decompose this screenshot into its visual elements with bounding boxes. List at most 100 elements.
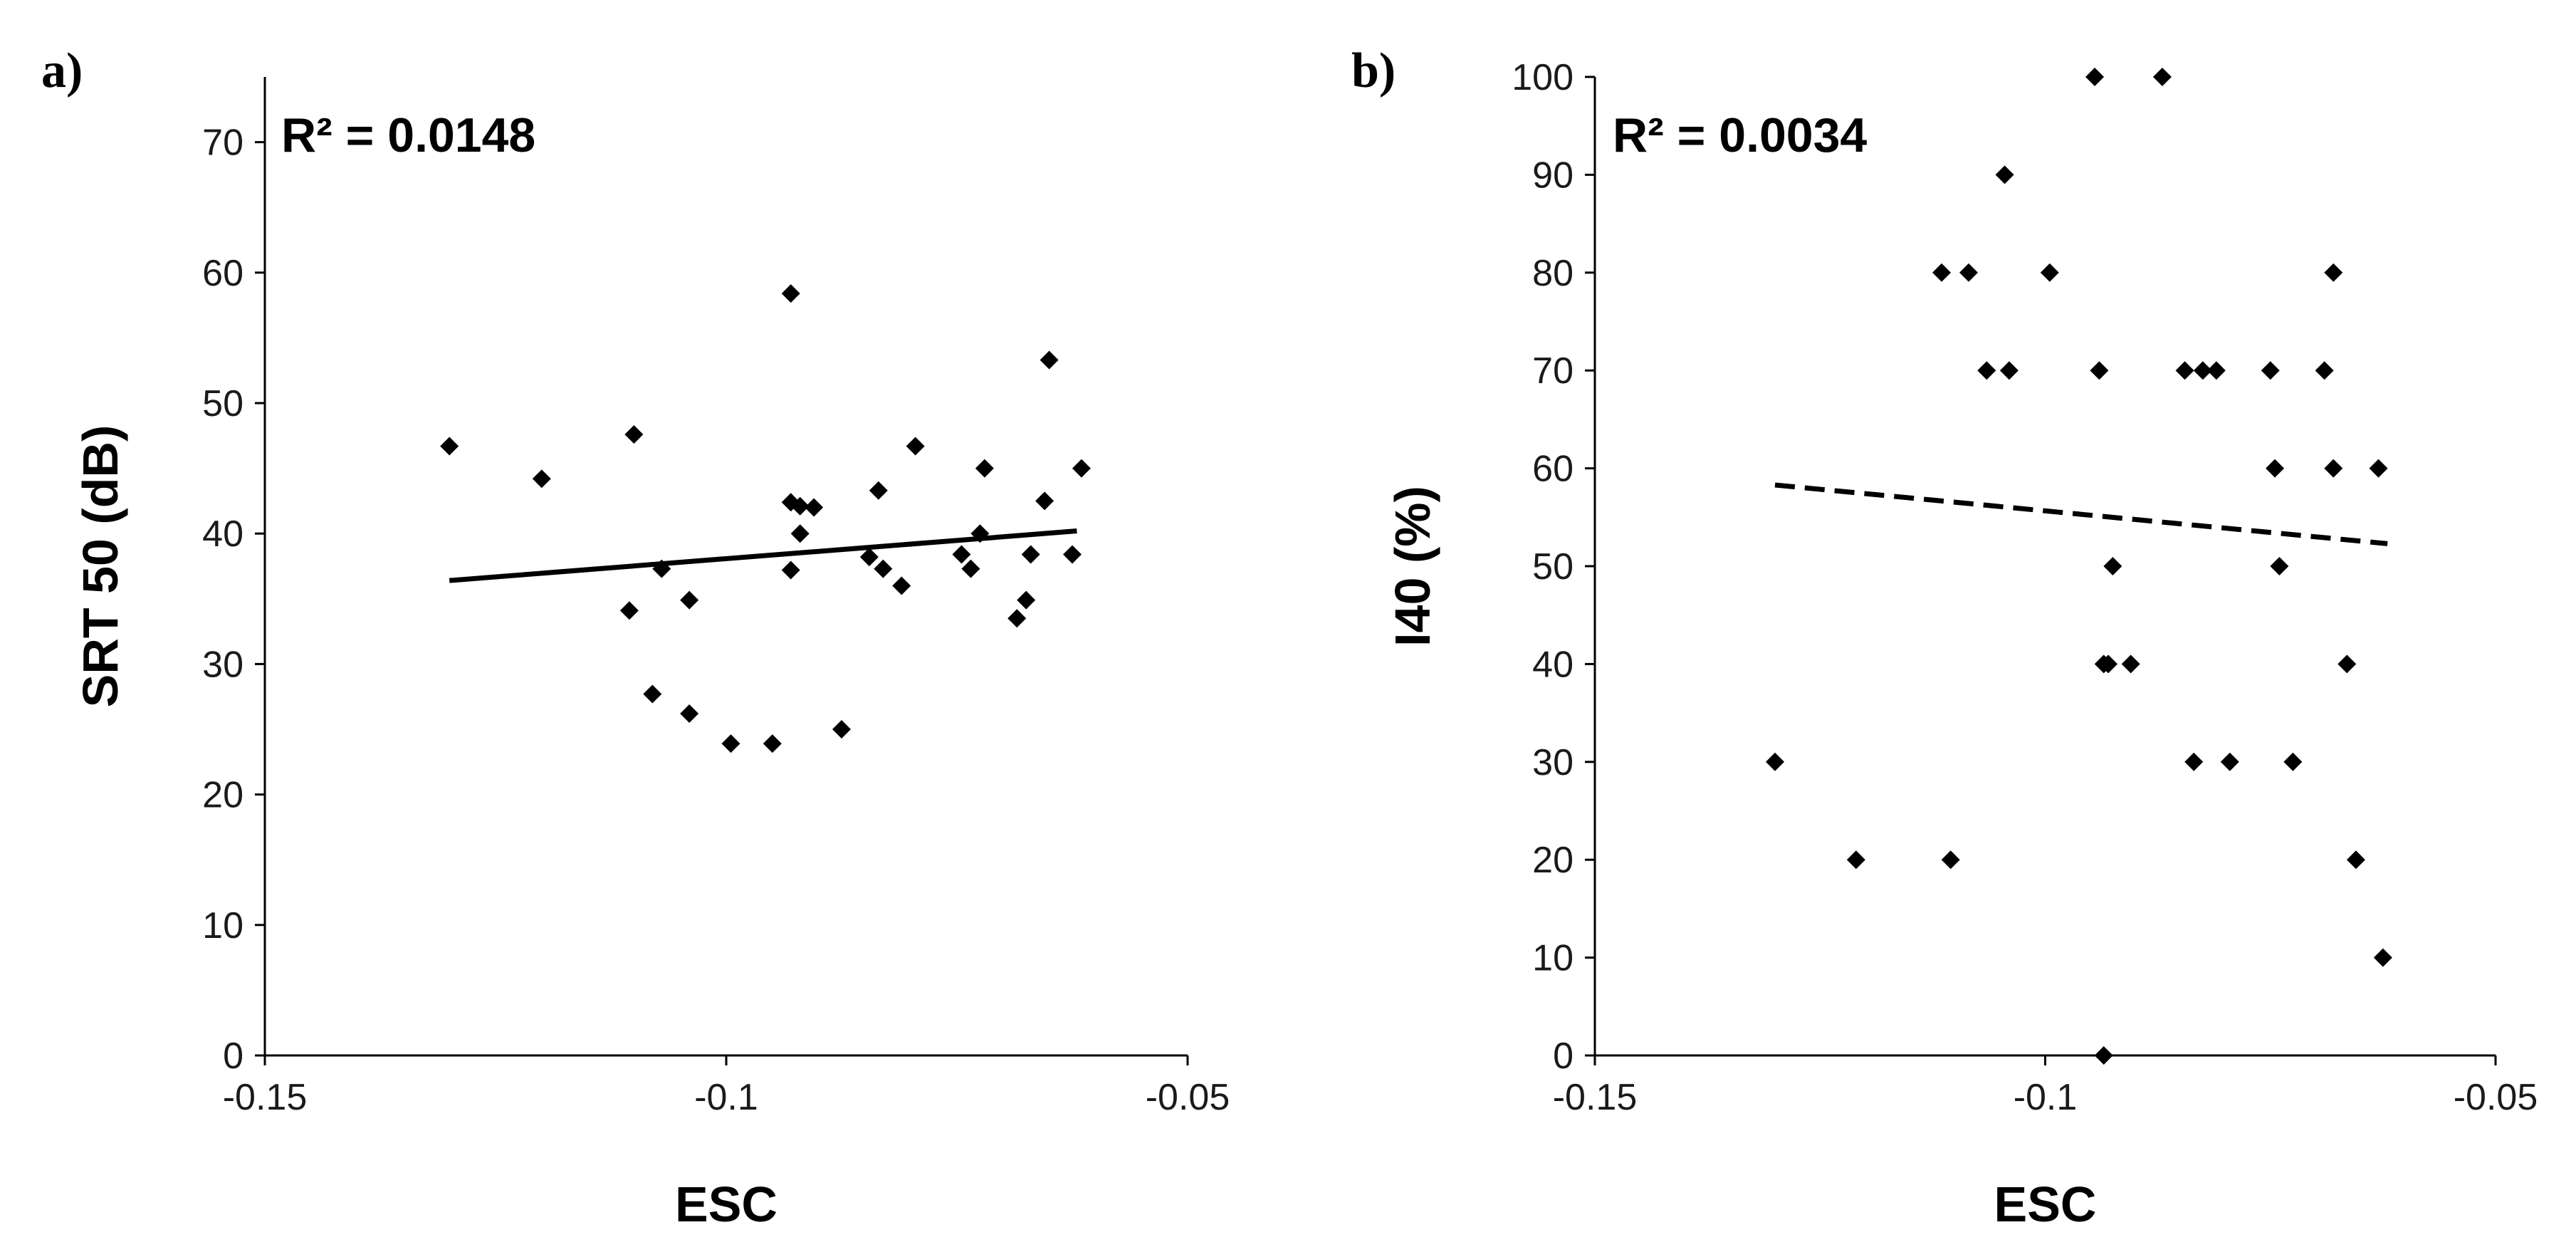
data-point — [1999, 361, 2019, 380]
x-tick-label: -0.1 — [2014, 1077, 2078, 1118]
data-point — [781, 560, 800, 580]
y-tick-label: 10 — [1532, 938, 1574, 979]
x-tick-label: -0.05 — [1146, 1077, 1230, 1118]
data-point — [2261, 361, 2280, 380]
data-point — [961, 559, 980, 578]
x-tick-label: -0.1 — [694, 1077, 758, 1118]
x-tick-label: -0.05 — [2454, 1077, 2538, 1118]
chart-panel-b: b) 0 10 20 30 40 50 60 70 80 90 100 -0.15 -0.1 -0.05 ES… — [1351, 43, 2538, 1232]
data-point — [906, 437, 925, 456]
y-tick-label: 50 — [202, 383, 244, 424]
data-point — [1072, 459, 1091, 478]
data-point — [2121, 654, 2140, 674]
y-axis-title: SRT 50 (dB) — [73, 425, 128, 708]
data-point — [2346, 850, 2365, 870]
data-point — [2283, 752, 2303, 771]
y-tick-label: 20 — [202, 775, 244, 816]
data-point — [643, 684, 662, 704]
trendline — [449, 528, 1077, 583]
trendline — [1774, 482, 2388, 546]
panel-label: a) — [41, 43, 83, 98]
data-point — [2315, 361, 2334, 380]
data-point — [2193, 361, 2212, 380]
data-point — [2337, 654, 2357, 674]
y-tick-label: 50 — [1532, 546, 1574, 588]
x-axis-title: ESC — [675, 1177, 777, 1232]
data-point — [1063, 545, 1082, 564]
data-point — [2175, 361, 2194, 380]
data-point — [2324, 459, 2343, 478]
data-point — [1932, 263, 1952, 282]
data-point — [2094, 654, 2113, 674]
data-point — [859, 548, 879, 567]
data-point — [1021, 545, 1040, 564]
y-tick-label: 60 — [202, 253, 244, 294]
data-point — [2103, 557, 2122, 575]
data-point — [1846, 850, 1865, 870]
data-point — [952, 545, 971, 564]
y-tick-label: 0 — [223, 1036, 244, 1077]
data-point — [2266, 459, 2285, 478]
y-tick-label: 90 — [1532, 155, 1574, 196]
data-point — [440, 437, 459, 456]
data-point — [2270, 557, 2289, 575]
data-point — [1959, 263, 1978, 282]
chart-panel-a: a) 0 10 20 30 40 50 60 70 -0.15 -0.1 -0.05 ESC SRT 50… — [41, 43, 1230, 1232]
x-axis-title: ESC — [1994, 1177, 2097, 1232]
data-point — [790, 524, 810, 543]
data-point — [624, 424, 644, 444]
data-point — [2085, 68, 2105, 86]
y-tick-label: 30 — [202, 644, 244, 685]
data-point — [1941, 850, 1960, 870]
data-point — [532, 469, 551, 489]
x-tick-label: -0.15 — [1553, 1077, 1638, 1118]
data-point — [790, 496, 810, 516]
data-point — [805, 498, 824, 517]
y-tick-label: 100 — [1512, 57, 1574, 98]
data-point — [2373, 948, 2392, 967]
data-point — [1040, 350, 1059, 370]
y-tick-label: 30 — [1532, 742, 1574, 783]
data-point — [2090, 361, 2109, 380]
data-point — [2094, 1046, 2113, 1065]
data-point — [680, 704, 699, 724]
data-point — [2040, 263, 2059, 282]
data-point — [975, 459, 994, 478]
y-axis-title: I40 (%) — [1385, 486, 1440, 647]
data-point — [1995, 165, 2014, 184]
y-tick-label: 70 — [202, 122, 244, 164]
data-point — [1977, 361, 1996, 380]
data-point — [1035, 491, 1054, 511]
y-tick-label: 40 — [1532, 644, 1574, 685]
data-point — [619, 601, 639, 620]
data-point — [2206, 361, 2226, 380]
data-point — [652, 559, 671, 578]
data-point — [721, 734, 740, 753]
data-point — [1017, 590, 1036, 610]
data-point — [2152, 68, 2172, 86]
data-point — [763, 734, 782, 753]
data-point — [2369, 459, 2388, 478]
data-point — [2324, 263, 2343, 282]
y-tick-label: 0 — [1553, 1036, 1574, 1077]
data-point — [781, 284, 800, 303]
data-point — [869, 481, 888, 500]
data-point — [970, 524, 990, 543]
y-tick-label: 10 — [202, 905, 244, 946]
data-point — [874, 559, 893, 578]
y-tick-label: 80 — [1532, 253, 1574, 294]
x-tick-label: -0.15 — [223, 1077, 308, 1118]
data-point — [2184, 752, 2204, 771]
y-tick-label: 70 — [1532, 350, 1574, 392]
data-point — [1766, 752, 1784, 771]
y-tick-label: 40 — [202, 513, 244, 555]
data-point — [1007, 609, 1027, 628]
data-point — [680, 590, 699, 610]
y-tick-label: 20 — [1532, 840, 1574, 881]
data-point — [2220, 752, 2239, 771]
r-squared-annotation: R² = 0.0034 — [1613, 108, 1867, 162]
r-squared-annotation: R² = 0.0148 — [281, 108, 535, 162]
data-point — [832, 720, 851, 739]
panel-label: b) — [1351, 43, 1396, 98]
